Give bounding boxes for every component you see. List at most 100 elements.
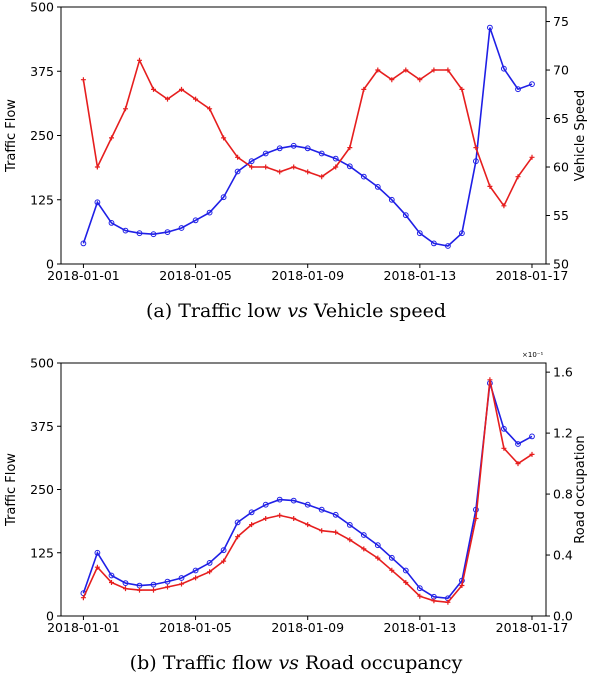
data-point-b-1-19 [347, 537, 353, 543]
data-point-a-0-16 [304, 145, 311, 152]
data-point-b-0-31 [515, 441, 521, 447]
data-point-a-1-18 [333, 164, 339, 170]
data-point-b-0-23 [402, 567, 409, 574]
series-line-a-0 [82, 27, 533, 247]
data-point-b-1-0 [80, 595, 86, 601]
data-point-b-1-8 [193, 575, 199, 581]
y-tick-label-left-a-3: 375 [30, 64, 54, 79]
data-point-b-0-6 [164, 578, 171, 585]
data-point-b-0-14 [276, 496, 283, 503]
data-point-b-0-16 [304, 501, 311, 508]
x-tick-label-a-0: 2018-01-01 [47, 268, 120, 283]
y-tick-label-left-b-1: 125 [30, 545, 54, 560]
data-point-b-1-11 [235, 534, 241, 540]
x-tick-label-b-1: 2018-01-05 [159, 620, 232, 635]
data-point-b-1-7 [179, 581, 184, 587]
data-point-a-1-6 [165, 96, 170, 102]
data-point-a-0-12 [248, 158, 255, 165]
data-point-a-1-31 [515, 174, 521, 180]
data-point-b-1-10 [221, 558, 227, 564]
y-tick-label-left-a-4: 500 [30, 0, 54, 15]
x-tick-label-a-4: 2018-01-17 [496, 268, 569, 283]
data-point-b-1-1 [94, 564, 100, 570]
series-line-a-1 [82, 58, 533, 208]
data-point-a-0-10 [220, 194, 227, 201]
data-point-a-1-20 [361, 86, 367, 92]
data-point-a-1-14 [277, 169, 283, 175]
data-point-b-1-31 [515, 461, 521, 467]
data-point-a-0-9 [206, 209, 213, 216]
data-point-b-0-7 [178, 575, 185, 581]
data-point-a-0-8 [192, 217, 199, 224]
data-point-a-0-4 [136, 230, 143, 237]
data-point-b-1-21 [375, 555, 381, 561]
y-tick-label-right-b-0: 0.0 [553, 609, 573, 624]
data-point-a-1-7 [179, 86, 184, 92]
data-point-a-0-28 [473, 158, 479, 165]
data-point-a-1-32 [529, 154, 535, 160]
data-point-b-1-24 [417, 593, 423, 599]
y-tick-label-right-b-4: 1.6 [553, 365, 573, 380]
data-point-a-0-30 [501, 65, 507, 72]
y-tick-label-right-a-2: 60 [553, 160, 569, 175]
y-axis-label-left-b: Traffic Flow [4, 453, 19, 527]
data-point-a-1-27 [459, 86, 465, 92]
data-point-b-0-24 [416, 585, 423, 592]
y-axis-label-right-b: Road occupation [573, 435, 588, 543]
y-tick-label-right-a-3: 65 [553, 111, 569, 126]
data-point-a-0-27 [459, 230, 465, 237]
caption-b-suffix: Road occupancy [298, 652, 463, 674]
data-point-b-1-4 [137, 587, 142, 593]
data-point-a-1-13 [263, 164, 269, 170]
data-point-b-1-5 [151, 587, 156, 593]
data-point-b-1-25 [431, 598, 437, 604]
y-tick-label-left-b-4: 500 [30, 356, 54, 371]
data-point-a-1-28 [473, 145, 479, 151]
data-point-b-0-8 [192, 567, 199, 574]
data-point-a-1-4 [137, 57, 142, 63]
data-point-a-1-2 [109, 135, 114, 141]
data-point-a-1-1 [94, 164, 100, 170]
x-tick-label-b-4: 2018-01-17 [496, 620, 569, 635]
data-point-b-1-13 [263, 516, 269, 521]
series-line-b-0 [82, 382, 533, 600]
data-point-a-1-8 [193, 96, 199, 102]
data-point-a-1-9 [207, 106, 213, 112]
y-tick-label-right-b-1: 0.4 [553, 548, 573, 563]
data-point-b-1-15 [291, 516, 297, 521]
data-point-a-0-11 [234, 168, 241, 175]
caption-b: (b) Traffic flow vs Road occupancy [0, 652, 592, 674]
data-point-b-1-18 [333, 529, 339, 535]
data-point-b-1-2 [109, 580, 114, 585]
data-point-b-1-32 [529, 451, 535, 457]
data-point-b-0-12 [248, 509, 255, 516]
data-point-a-0-22 [388, 196, 395, 203]
data-point-b-1-6 [165, 584, 170, 590]
y-axis-scale-label-b: ×10⁻¹ [522, 351, 543, 359]
data-point-b-0-18 [332, 511, 339, 518]
y-tick-label-left-a-0: 0 [46, 257, 54, 272]
data-point-a-0-31 [515, 86, 521, 93]
data-point-a-1-11 [235, 154, 241, 160]
data-point-a-0-0 [80, 240, 87, 247]
data-point-a-0-24 [416, 230, 423, 237]
y-tick-label-right-a-4: 70 [553, 63, 569, 78]
data-point-b-0-20 [360, 532, 367, 538]
data-point-a-0-15 [290, 142, 297, 149]
data-point-a-1-10 [221, 135, 227, 141]
data-point-a-0-26 [445, 243, 451, 249]
x-tick-label-a-1: 2018-01-05 [159, 268, 232, 283]
data-point-b-1-29 [487, 377, 493, 383]
data-point-a-1-0 [80, 77, 86, 83]
data-point-a-0-18 [332, 155, 339, 162]
data-point-b-0-21 [374, 542, 381, 549]
caption-a-prefix: (a) Traffic low [146, 300, 288, 322]
data-point-b-0-15 [290, 497, 297, 504]
data-point-a-1-12 [249, 164, 255, 170]
data-point-b-1-17 [319, 528, 325, 534]
data-point-a-1-19 [347, 145, 353, 151]
data-point-b-0-10 [220, 547, 227, 554]
data-point-a-0-32 [529, 81, 535, 87]
y-tick-label-right-b-3: 1.2 [553, 426, 573, 441]
data-point-b-0-17 [318, 506, 325, 513]
